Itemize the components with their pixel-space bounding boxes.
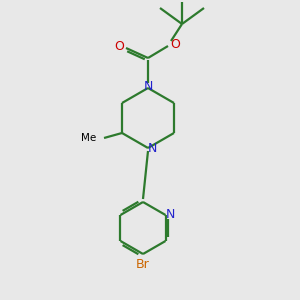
Text: N: N xyxy=(147,142,157,154)
Text: N: N xyxy=(166,208,175,221)
Text: N: N xyxy=(143,80,153,94)
Text: O: O xyxy=(170,38,180,50)
Text: Me: Me xyxy=(81,133,96,143)
Text: O: O xyxy=(114,40,124,52)
Text: Br: Br xyxy=(136,257,150,271)
